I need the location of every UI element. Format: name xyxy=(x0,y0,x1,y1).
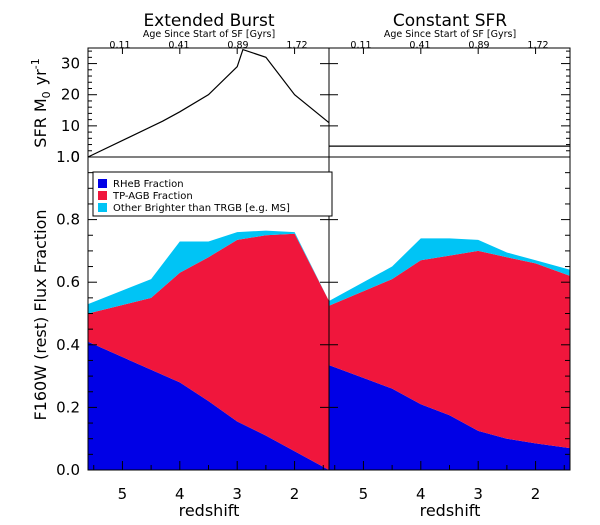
sfr-line-left xyxy=(87,48,330,158)
x-tick-label: 5 xyxy=(359,485,369,503)
legend-swatch xyxy=(98,191,107,200)
area-left-tp-agb-fraction xyxy=(88,233,329,470)
frame-top-right xyxy=(328,47,571,158)
legend-label: TP-AGB Fraction xyxy=(112,191,193,202)
legend-box xyxy=(92,171,333,217)
top-tick-label: 0.89 xyxy=(227,40,248,51)
sfr-y-tick-label: 0 xyxy=(70,148,80,166)
sfr-y-tick-label: 30 xyxy=(61,55,80,73)
y-tick-label: 0.8 xyxy=(56,211,80,229)
area-left-other-brighter-than-trgb-e-g-ms- xyxy=(88,230,329,314)
sfr-y-tick-label: 10 xyxy=(61,117,80,135)
legend-swatch xyxy=(98,203,107,212)
area-right-other-brighter-than-trgb-e-g-ms- xyxy=(329,238,570,306)
top-tick-label: 0.89 xyxy=(468,40,489,51)
top-y-label-sup: -1 xyxy=(29,58,42,69)
top-tick-label: 1.72 xyxy=(527,40,548,51)
top-tick-label: 1.72 xyxy=(286,40,307,51)
y-tick-label: 0.4 xyxy=(56,336,80,354)
area-right-tp-agb-fraction xyxy=(329,250,570,449)
top-tick-label: 0.41 xyxy=(409,40,430,51)
left-x-axis-label: redshift xyxy=(179,501,240,520)
y-tick-label: 0.6 xyxy=(56,273,80,291)
top-y-label-unit: yr xyxy=(31,69,50,85)
area-left-rheb-fraction xyxy=(88,341,329,470)
x-tick-label: 4 xyxy=(416,485,426,503)
x-tick-label: 3 xyxy=(232,485,242,503)
legend-swatch xyxy=(98,179,107,188)
x-tick-label: 4 xyxy=(175,485,185,503)
area-right-rheb-fraction xyxy=(329,365,570,470)
y-tick-label: 1.0 xyxy=(56,148,80,166)
top-y-axis-label: SFR M0 yr-1 xyxy=(29,58,53,147)
frame-top-left xyxy=(87,47,330,158)
left-panel-title: Extended Burst xyxy=(143,11,274,31)
x-tick-label: 5 xyxy=(118,485,128,503)
y-tick-label: 0.2 xyxy=(56,398,80,416)
top-tick-label: 0.41 xyxy=(168,40,189,51)
y-tick-label: 0.0 xyxy=(56,461,80,479)
right-panel-title: Constant SFR xyxy=(393,11,507,31)
sfr-y-tick-label: 20 xyxy=(61,86,80,104)
right-x-axis-label: redshift xyxy=(420,501,481,520)
top-y-label-sub: 0 xyxy=(40,91,53,98)
legend-label: Other Brighter than TRGB [e.g. MS] xyxy=(113,203,290,214)
bottom-y-axis-label: F160W (rest) Flux Fraction xyxy=(31,209,50,420)
left-top-axis-label: Age Since Start of SF [Gyrs] xyxy=(143,29,275,40)
x-tick-label: 2 xyxy=(290,485,300,503)
top-tick-label: 0.11 xyxy=(109,40,130,51)
x-tick-label: 2 xyxy=(531,485,541,503)
legend-label: RHeB Fraction xyxy=(113,179,184,190)
right-top-axis-label: Age Since Start of SF [Gyrs] xyxy=(384,29,516,40)
top-tick-label: 0.11 xyxy=(350,40,371,51)
top-y-label-main: SFR M xyxy=(31,98,50,147)
x-tick-label: 3 xyxy=(473,485,483,503)
